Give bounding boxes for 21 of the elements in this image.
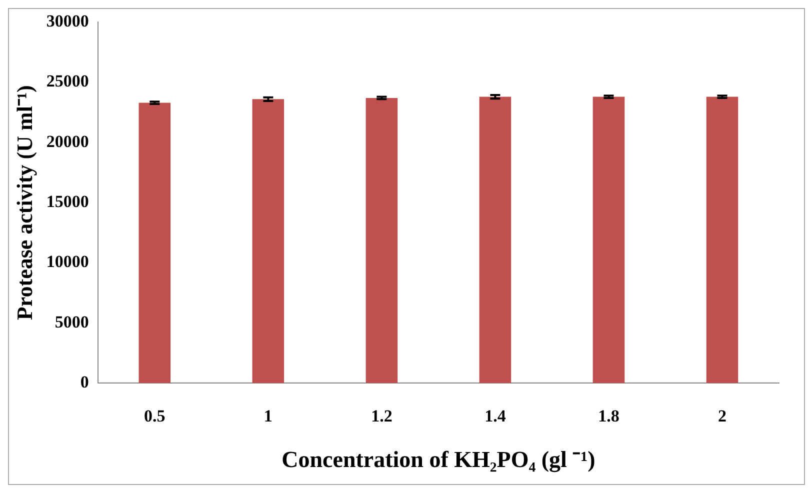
y-tick-label: 0 [80,372,89,392]
x-tick-label: 1.2 [371,406,392,426]
y-tick-label: 10000 [46,252,89,272]
x-tick-label: 0.5 [144,406,166,426]
bar [479,96,512,383]
bar [366,98,398,383]
bar [138,102,171,383]
x-axis-title: Concentration of KH₂PO₄ (gl ⁻¹) [282,447,596,474]
y-axis-title: Protease activity (U ml⁻¹) [12,85,37,320]
y-tick-label: 30000 [46,12,89,31]
bar [592,96,625,383]
y-tick-label: 25000 [46,72,89,91]
x-tick-label: 1.4 [484,406,506,426]
x-tick-label: 1.8 [598,406,620,426]
x-tick-label: 2 [718,406,726,426]
x-tick-label: 1 [264,406,272,426]
y-tick-label: 5000 [54,312,89,332]
bar [706,96,738,383]
bar [252,99,284,383]
y-tick-label: 15000 [46,192,89,211]
y-tick-label: 20000 [46,132,89,151]
